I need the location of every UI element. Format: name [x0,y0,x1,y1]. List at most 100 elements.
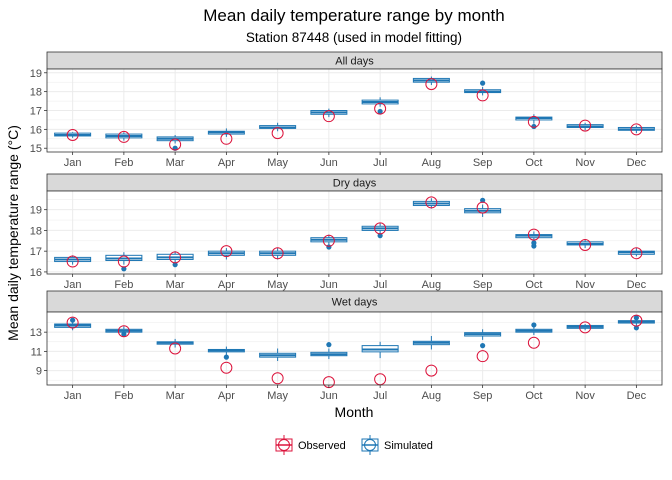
x-tick-label: Dec [627,157,647,169]
simulated-box [310,342,348,360]
observed-point [220,361,233,374]
observed-point [476,89,489,102]
simulated-box [515,114,553,130]
simulated-box [464,329,502,349]
observed-point [630,123,643,136]
y-tick-label: 11 [31,346,42,358]
x-tick-label: Dec [627,279,647,291]
observed-point [425,196,438,209]
facet-strip-label: Wet days [332,297,378,309]
simulated-box [566,122,604,131]
observed-point [425,78,438,91]
x-tick-label: Mar [166,279,185,291]
observed-point [117,325,130,338]
y-axis-title: Mean daily temperature range (°C) [5,125,21,341]
facet-strip-label: All days [335,56,374,68]
facet-panels: All days 15 16 17 18 19 Jan Feb Mar Apr May Jun Jul A… [30,51,663,402]
y-tick-label: 15 [30,143,42,155]
x-tick-label: Aug [422,390,442,402]
panel-border [46,68,663,153]
y-tick-label: 19 [30,205,42,217]
simulated-box [361,223,399,239]
legend-label: Observed [298,440,346,452]
y-tick-label: 17 [30,106,42,118]
simulated-box [412,336,450,350]
simulated-box [259,348,297,361]
outlier-point [223,354,229,360]
x-axis-title: Month [335,404,374,420]
observed-point [66,316,79,329]
simulated-box [617,125,655,134]
x-tick-label: Sep [473,157,493,169]
x-tick-label: Jun [320,279,338,291]
x-tick-label: Jan [64,390,82,402]
panel-2: Wet days 9 11 13 Jan Feb Mar Apr May Jun Jul Aug Sep… [30,290,663,402]
outlier-point [531,123,537,130]
x-tick-label: Mar [166,157,185,169]
x-tick-label: Feb [114,390,133,402]
simulated-box [361,97,399,115]
legend-item-simulated: Simulated [361,435,433,455]
x-tick-label: Apr [218,390,235,402]
simulated-box [207,248,245,260]
observed-point [630,314,643,327]
x-tick-label: Mar [166,390,185,402]
panel-border [46,190,663,275]
x-tick-label: Apr [218,157,235,169]
observed-point [322,110,335,123]
observed-point [66,255,79,268]
x-tick-label: Nov [575,279,595,291]
y-tick-label: 9 [36,366,42,378]
observed-point [220,245,233,258]
x-tick-label: Oct [525,157,542,169]
simulated-box [566,324,604,331]
observed-point [374,102,387,115]
observed-point [271,372,284,385]
chart-title: Mean daily temperature range by month [203,6,504,25]
observed-point [579,238,592,251]
x-tick-label: Aug [422,157,442,169]
x-tick-label: Aug [422,279,442,291]
x-tick-label: Nov [575,390,595,402]
y-tick-label: 18 [30,87,42,99]
x-tick-label: Jul [373,390,387,402]
y-tick-label: 16 [30,124,42,136]
x-tick-label: Jan [64,279,82,291]
simulated-box [617,248,655,257]
simulated-box [105,132,143,141]
x-tick-label: Jun [320,157,338,169]
observed-point [476,350,489,363]
observed-point [271,247,284,260]
outlier-point [531,322,537,328]
x-tick-label: Oct [525,279,542,291]
outlier-point [480,343,486,349]
x-tick-label: Sep [473,279,493,291]
observed-point [117,130,130,143]
observed-point [322,234,335,247]
outlier-point [172,262,178,268]
x-tick-label: Nov [575,157,595,169]
observed-point [527,336,540,349]
outlier-point [377,233,383,239]
observed-point [579,119,592,132]
facet-strip-label: Dry days [333,178,377,190]
observed-point [579,321,592,334]
x-tick-label: Sep [473,390,493,402]
y-tick-label: 17 [30,246,42,258]
outlier-point [531,240,537,246]
outlier-point [633,325,639,331]
panel-1: Dry days 16 17 18 19 Jan Feb Mar Apr May Jun Jul Aug… [30,173,663,291]
simulated-box [105,326,143,337]
observed-point [630,247,643,260]
x-tick-label: May [267,157,288,169]
simulated-box [156,251,194,268]
legend-key-point [278,439,290,451]
observed-point [476,201,489,214]
panel-background [47,191,662,274]
simulated-box [515,322,553,336]
legend-item-observed: Observed [275,435,346,455]
x-tick-label: Jun [320,390,338,402]
observed-point [169,342,182,355]
outlier-point [326,244,332,250]
